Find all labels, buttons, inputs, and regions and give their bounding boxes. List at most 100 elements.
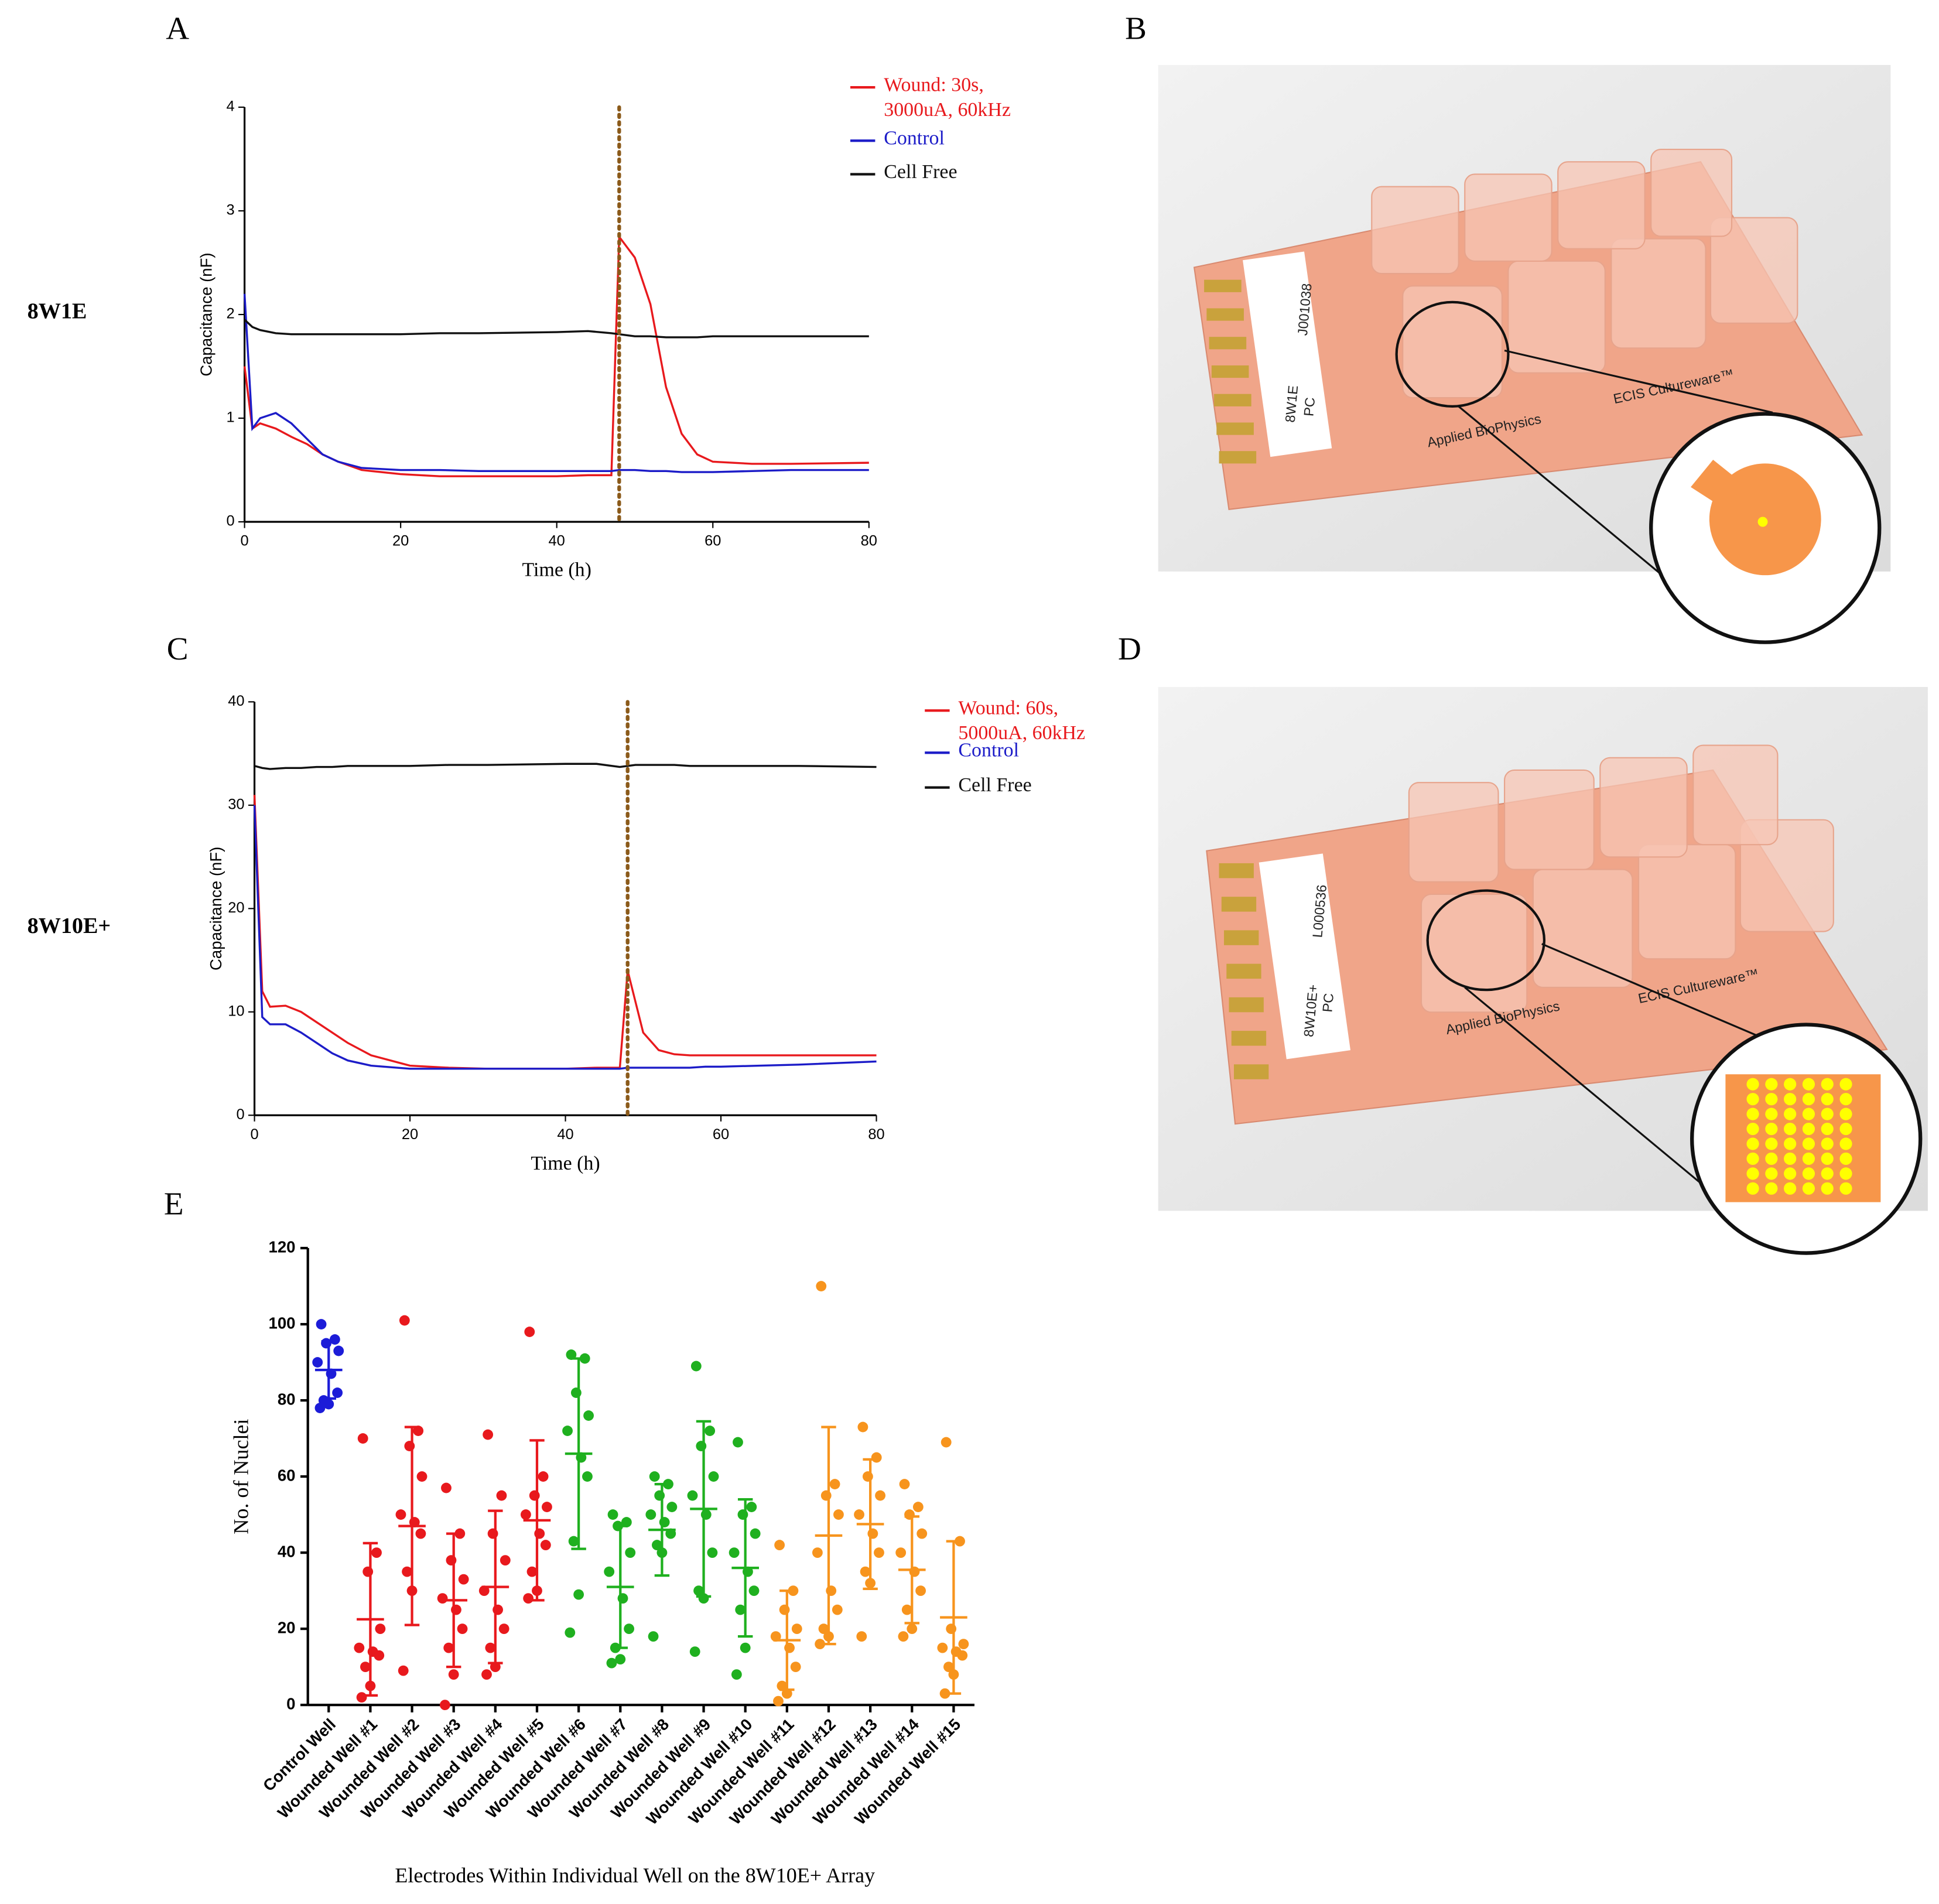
data-point [774, 1540, 785, 1550]
panel-label: C [167, 631, 189, 666]
data-point [500, 1555, 511, 1565]
data-point [457, 1623, 468, 1635]
data-point [746, 1502, 757, 1512]
series-line [244, 319, 869, 339]
data-point [898, 1631, 909, 1642]
data-point [740, 1642, 751, 1653]
data-point [899, 1479, 910, 1489]
data-point [415, 1528, 426, 1539]
data-point [314, 1403, 326, 1413]
y-tick-label: 0 [286, 1694, 295, 1712]
series-line [243, 234, 869, 477]
data-point [871, 1452, 882, 1463]
data-point [832, 1604, 843, 1615]
legend-label: Wound: 60s, 5000uA, 60kHz [958, 698, 1086, 744]
data-point [399, 1315, 410, 1326]
data-point [791, 1623, 802, 1635]
data-point [733, 1437, 743, 1448]
y-tick-label: 30 [228, 797, 244, 813]
legend-box: Cell Free [884, 162, 957, 183]
data-point [705, 1426, 716, 1436]
data-point [735, 1604, 746, 1615]
data-point [615, 1654, 626, 1665]
data-point [604, 1566, 615, 1577]
photo: 8W10E+ PC L000536 Applied BioPhysics ECI… [1158, 686, 1928, 1255]
y-tick-label: 40 [278, 1542, 296, 1560]
y-tick-label: 3 [226, 202, 234, 218]
y-tick-label: 0 [226, 513, 234, 529]
data-point [323, 1399, 334, 1410]
data-point [524, 1327, 535, 1337]
y-tick-label: 0 [236, 1106, 244, 1123]
y-tick-label: 80 [278, 1390, 296, 1408]
panel-label: D [1118, 631, 1141, 666]
data-point [357, 1433, 368, 1444]
data-point [523, 1593, 534, 1604]
data-point [485, 1642, 496, 1653]
data-point [526, 1566, 538, 1577]
data-point [375, 1623, 386, 1635]
data-point [481, 1669, 492, 1680]
data-point [443, 1642, 454, 1653]
data-point [540, 1540, 551, 1550]
x-tick-label: 0 [250, 1126, 258, 1143]
y-tick-label: 120 [269, 1238, 296, 1256]
data-point [356, 1692, 367, 1703]
series-line [253, 805, 877, 1070]
data-point [773, 1696, 784, 1707]
data-point [941, 1437, 952, 1448]
data-point [939, 1688, 950, 1699]
legend-box: Wound: 60s, 5000uA, 60kHz [958, 698, 1086, 744]
data-point [437, 1593, 448, 1604]
x-tick-label: 20 [402, 1126, 418, 1143]
series-line [243, 293, 869, 473]
photo: 8W1E PC J001038 Applied BioPhysics ECIS … [1158, 64, 1891, 644]
x-tick-label: 60 [705, 533, 721, 549]
data-point [496, 1490, 507, 1501]
y-axis-label: No. of Nuclei [230, 1419, 253, 1534]
data-point [687, 1490, 698, 1501]
data-point [562, 1426, 573, 1436]
data-point [542, 1502, 552, 1512]
data-point [448, 1669, 459, 1680]
data-point [582, 1471, 593, 1482]
data-point [416, 1471, 428, 1482]
data-point [333, 1345, 344, 1356]
row-label: 8W1E [28, 299, 87, 324]
data-point [398, 1665, 409, 1676]
legend-box: Wound: 30s, 3000uA, 60kHz [884, 74, 1011, 121]
data-point [666, 1502, 678, 1512]
y-tick-label: 20 [278, 1618, 296, 1636]
y-tick-label: 4 [226, 98, 234, 115]
data-point [583, 1410, 594, 1421]
photo-text: PC [1319, 993, 1336, 1013]
data-point [607, 1509, 618, 1520]
data-point [748, 1585, 760, 1596]
data-point [573, 1589, 584, 1600]
data-point [520, 1509, 531, 1520]
data-point [857, 1421, 868, 1433]
legend-label: Control [884, 128, 945, 150]
data-point [912, 1502, 924, 1512]
data-point [568, 1536, 579, 1547]
legend-label: Wound: 30s, 3000uA, 60kHz [884, 74, 1011, 121]
data-point [483, 1429, 494, 1440]
data-point [312, 1357, 323, 1368]
legend-label: Cell Free [958, 775, 1032, 797]
x-tick-label: 60 [713, 1126, 729, 1143]
data-point [958, 1639, 969, 1650]
legend-box: Cell Free [958, 775, 1032, 797]
data-point [818, 1623, 829, 1635]
series-line [253, 795, 877, 1070]
data-point [652, 1540, 662, 1550]
data-point [943, 1662, 954, 1673]
data-point [854, 1509, 864, 1520]
data-point [649, 1471, 660, 1482]
data-point [374, 1650, 385, 1661]
x-tick-label: 80 [868, 1126, 884, 1143]
data-point [690, 1361, 702, 1372]
row-label: 8W10E+ [28, 914, 111, 938]
data-point [441, 1482, 452, 1493]
data-point [750, 1528, 761, 1539]
